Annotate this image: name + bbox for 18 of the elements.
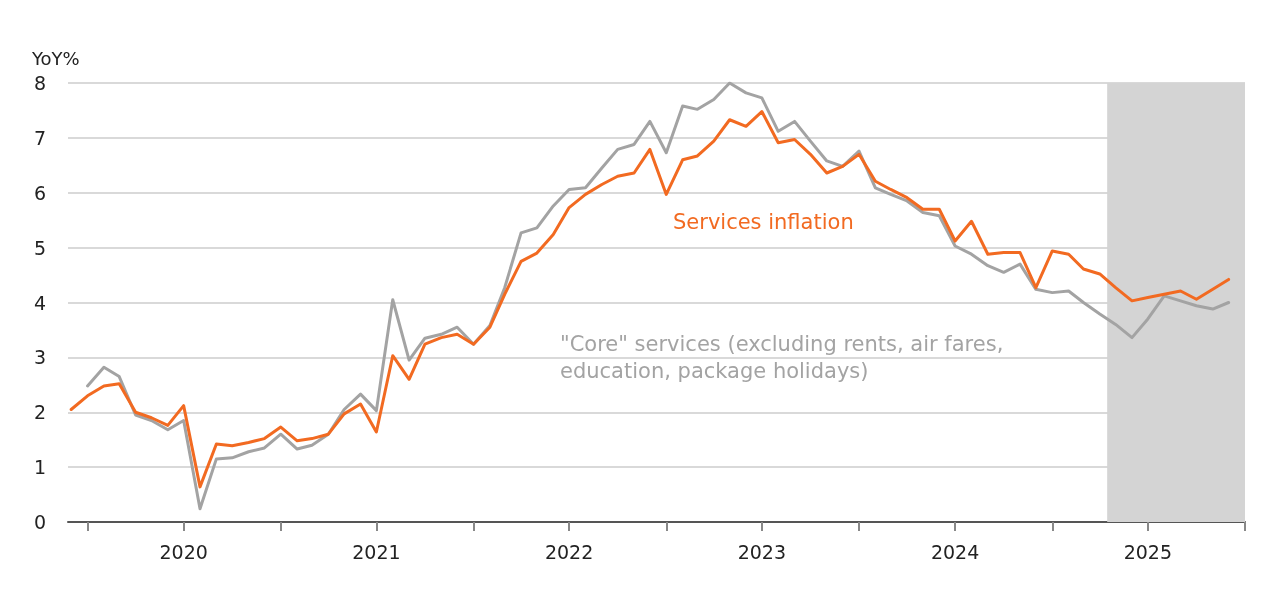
series-label: Services inflation: [673, 209, 854, 234]
y-tick-label: 3: [33, 346, 46, 369]
y-tick-label: 6: [33, 181, 46, 204]
y-tick-label: 7: [33, 126, 46, 149]
x-tick-label: 2024: [930, 540, 980, 563]
y-tick-label: 1: [33, 456, 46, 479]
x-tick-label: 2022: [544, 540, 594, 563]
y-tick-label: 8: [33, 72, 46, 94]
x-tick-label: 2020: [159, 540, 208, 563]
y-tick-label: 5: [33, 236, 46, 259]
y-tick-label: 0: [33, 511, 46, 533]
text: "Core" services (excluding rents, air fares, education, package holidays): [560, 331, 1010, 383]
x-tick-label: 2023: [737, 540, 787, 563]
y-tick-label: 4: [33, 291, 46, 314]
x-tick-label: 2025: [1123, 540, 1173, 563]
y-tick-label: 2: [33, 401, 46, 424]
y-axis-title: YoY%: [31, 47, 80, 69]
x-tick-label: 2021: [352, 540, 401, 563]
